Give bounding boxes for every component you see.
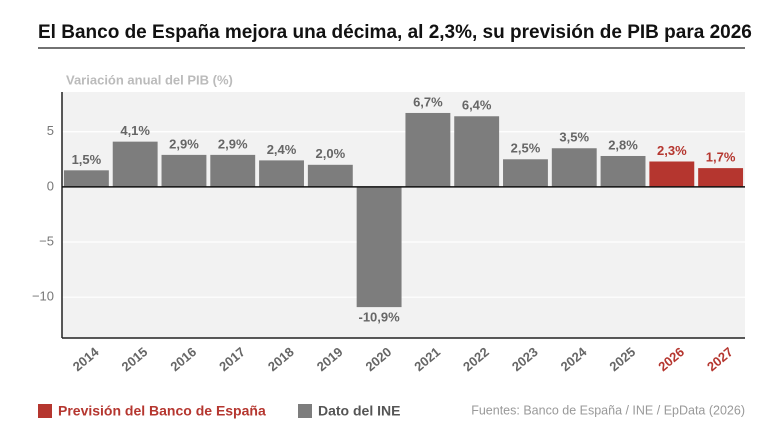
x-tick-label: 2016 [167,344,199,374]
y-tick-label: −5 [39,233,54,248]
value-label: 1,5% [72,152,102,167]
bar [63,170,109,187]
x-tick-label: 2018 [265,344,297,374]
bar [112,141,158,187]
x-tick-label: 2015 [119,344,151,374]
x-tick-label: 2024 [558,344,590,375]
x-tick-label: 2023 [509,344,541,374]
value-label: 6,7% [413,94,443,109]
legend-label: Dato del INE [318,403,400,419]
bar [307,164,353,187]
x-tick-label: 2019 [314,344,346,374]
y-tick-label: −10 [32,289,54,304]
y-tick-label: 0 [47,178,54,193]
y-axis-label: Variación anual del PIB (%) [66,72,233,87]
value-label: 2,5% [511,141,541,156]
legend-swatch [38,404,52,418]
value-label: 6,4% [462,98,492,113]
value-label: 3,5% [559,130,589,145]
bar [600,155,646,187]
bar [503,159,548,187]
x-tick-label: 2017 [216,344,248,374]
value-label: 1,7% [706,150,736,165]
bar [649,161,695,187]
bar [210,154,256,187]
value-label: 2,4% [267,142,297,157]
x-tick-label: 2014 [70,344,102,375]
x-tick-label: 2020 [363,344,395,374]
value-label: 4,1% [120,123,150,138]
value-label: 2,0% [316,146,346,161]
x-tick-label: 2021 [411,344,443,374]
legend-swatch [298,404,312,418]
bar [551,148,597,187]
bar [259,160,304,187]
bar [161,154,207,187]
bar [405,112,451,187]
bar [454,116,500,187]
value-label: 2,9% [169,136,199,151]
x-tick-label: 2025 [606,344,638,374]
bar [698,168,744,187]
value-label: -10,9% [359,310,401,325]
value-label: 2,8% [608,137,638,152]
y-tick-label: 5 [47,123,54,138]
value-label: 2,9% [218,136,248,151]
value-label: 2,3% [657,143,687,158]
x-tick-label: 2026 [655,344,687,374]
plot-background [62,92,745,338]
chart-title: El Banco de España mejora una décima, al… [38,22,752,43]
x-tick-label: 2027 [704,344,736,374]
x-tick-label: 2022 [460,344,492,374]
legend-label: Previsión del Banco de España [58,403,266,419]
source: Fuentes: Banco de España / INE / EpData … [471,403,745,417]
bar [356,186,402,308]
